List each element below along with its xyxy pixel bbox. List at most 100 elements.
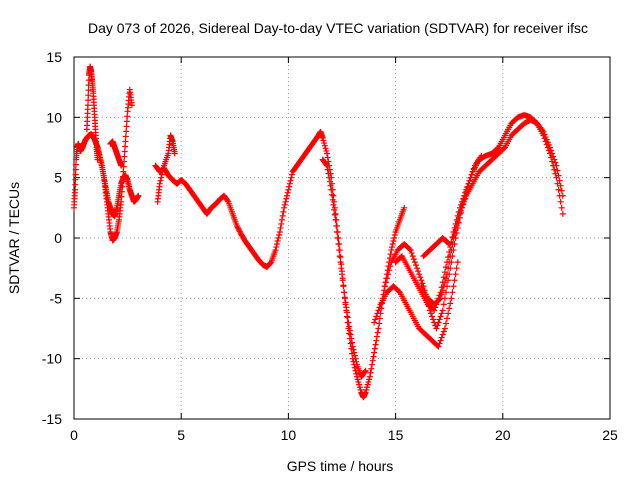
data-point bbox=[466, 177, 473, 184]
data-point bbox=[449, 289, 456, 296]
data-point bbox=[285, 186, 292, 193]
data-point bbox=[365, 378, 372, 385]
data-point bbox=[445, 310, 452, 317]
data-point bbox=[427, 310, 434, 317]
chart-title: Day 073 of 2026, Sidereal Day-to-day VTE… bbox=[88, 20, 588, 36]
data-point bbox=[435, 343, 442, 350]
data-point bbox=[374, 329, 381, 336]
data-point bbox=[442, 275, 449, 282]
data-point bbox=[366, 376, 373, 383]
data-point bbox=[323, 161, 330, 168]
data-point bbox=[429, 313, 436, 320]
data-point bbox=[333, 222, 340, 229]
y-tick-label: 15 bbox=[46, 49, 62, 65]
data-point bbox=[328, 191, 335, 198]
data-point bbox=[445, 240, 452, 247]
data-point bbox=[319, 134, 326, 141]
axis-ticks: 0 5 10 15 20 25 -15 -10 -5 0 5 10 15 bbox=[42, 49, 618, 443]
data-point bbox=[288, 171, 295, 178]
data-point bbox=[440, 301, 447, 308]
y-axis-label: SDTVAR / TECUs bbox=[6, 182, 22, 294]
x-tick-label: 20 bbox=[495, 427, 511, 443]
series-6 bbox=[272, 128, 408, 401]
data-point bbox=[441, 279, 448, 286]
data-point bbox=[410, 256, 417, 263]
data-point bbox=[438, 334, 445, 341]
data-point bbox=[320, 137, 327, 144]
data-point bbox=[340, 283, 347, 290]
data-point bbox=[371, 319, 378, 326]
data-point bbox=[555, 172, 562, 179]
y-tick-label: 10 bbox=[46, 109, 62, 125]
data-point bbox=[444, 271, 451, 278]
data-point bbox=[72, 186, 79, 193]
data-point bbox=[438, 291, 445, 298]
data-point bbox=[373, 313, 380, 320]
data-point bbox=[352, 355, 359, 362]
data-point bbox=[555, 186, 562, 193]
data-point bbox=[442, 320, 449, 327]
data-point bbox=[439, 331, 446, 338]
data-point bbox=[544, 139, 551, 146]
data-point bbox=[156, 180, 163, 187]
data-point bbox=[331, 206, 338, 213]
data-point bbox=[442, 289, 449, 296]
data-point bbox=[333, 228, 340, 235]
data-point bbox=[464, 183, 471, 190]
data-point bbox=[94, 156, 101, 163]
data-point bbox=[325, 170, 332, 177]
data-point bbox=[407, 247, 414, 254]
data-point bbox=[446, 259, 453, 266]
y-tick-label: -5 bbox=[50, 290, 63, 306]
data-point bbox=[272, 247, 279, 254]
data-point bbox=[414, 265, 421, 272]
data-point bbox=[545, 141, 552, 148]
data-point bbox=[278, 220, 285, 227]
data-point bbox=[387, 251, 394, 258]
data-point bbox=[457, 207, 464, 214]
data-point bbox=[282, 198, 289, 205]
data-point bbox=[367, 369, 374, 376]
data-point bbox=[451, 230, 458, 237]
data-point bbox=[123, 123, 130, 130]
data-point bbox=[437, 337, 444, 344]
data-point bbox=[363, 386, 370, 393]
data-point bbox=[323, 147, 330, 154]
data-point bbox=[369, 357, 376, 364]
data-point bbox=[412, 262, 419, 269]
data-point bbox=[418, 277, 425, 284]
data-point bbox=[351, 364, 358, 371]
series-1 bbox=[83, 63, 101, 163]
data-point bbox=[374, 333, 381, 340]
data-point bbox=[353, 358, 360, 365]
data-point bbox=[391, 231, 398, 238]
data-point bbox=[326, 174, 333, 181]
data-point bbox=[273, 241, 280, 248]
data-point bbox=[386, 267, 393, 274]
data-point bbox=[334, 235, 341, 241]
data-point bbox=[390, 238, 397, 245]
data-point bbox=[369, 361, 376, 368]
y-tick-label: 5 bbox=[54, 170, 62, 186]
data-point bbox=[445, 265, 452, 272]
data-point bbox=[558, 204, 565, 211]
data-point bbox=[286, 183, 293, 190]
data-point bbox=[347, 331, 354, 338]
data-point bbox=[375, 325, 382, 332]
data-point bbox=[339, 271, 345, 278]
data-point bbox=[337, 259, 344, 266]
data-point bbox=[559, 210, 566, 217]
data-point bbox=[327, 182, 334, 189]
data-point bbox=[321, 142, 328, 149]
data-point bbox=[356, 384, 363, 391]
x-tick-label: 25 bbox=[602, 427, 618, 443]
data-point bbox=[341, 294, 348, 301]
data-point bbox=[158, 174, 165, 181]
y-tick-label: 0 bbox=[54, 230, 62, 246]
data-point bbox=[72, 176, 79, 183]
data-point bbox=[322, 145, 329, 152]
data-point bbox=[453, 265, 460, 272]
data-point bbox=[332, 210, 339, 217]
data-point bbox=[381, 283, 388, 290]
data-point bbox=[286, 180, 293, 187]
